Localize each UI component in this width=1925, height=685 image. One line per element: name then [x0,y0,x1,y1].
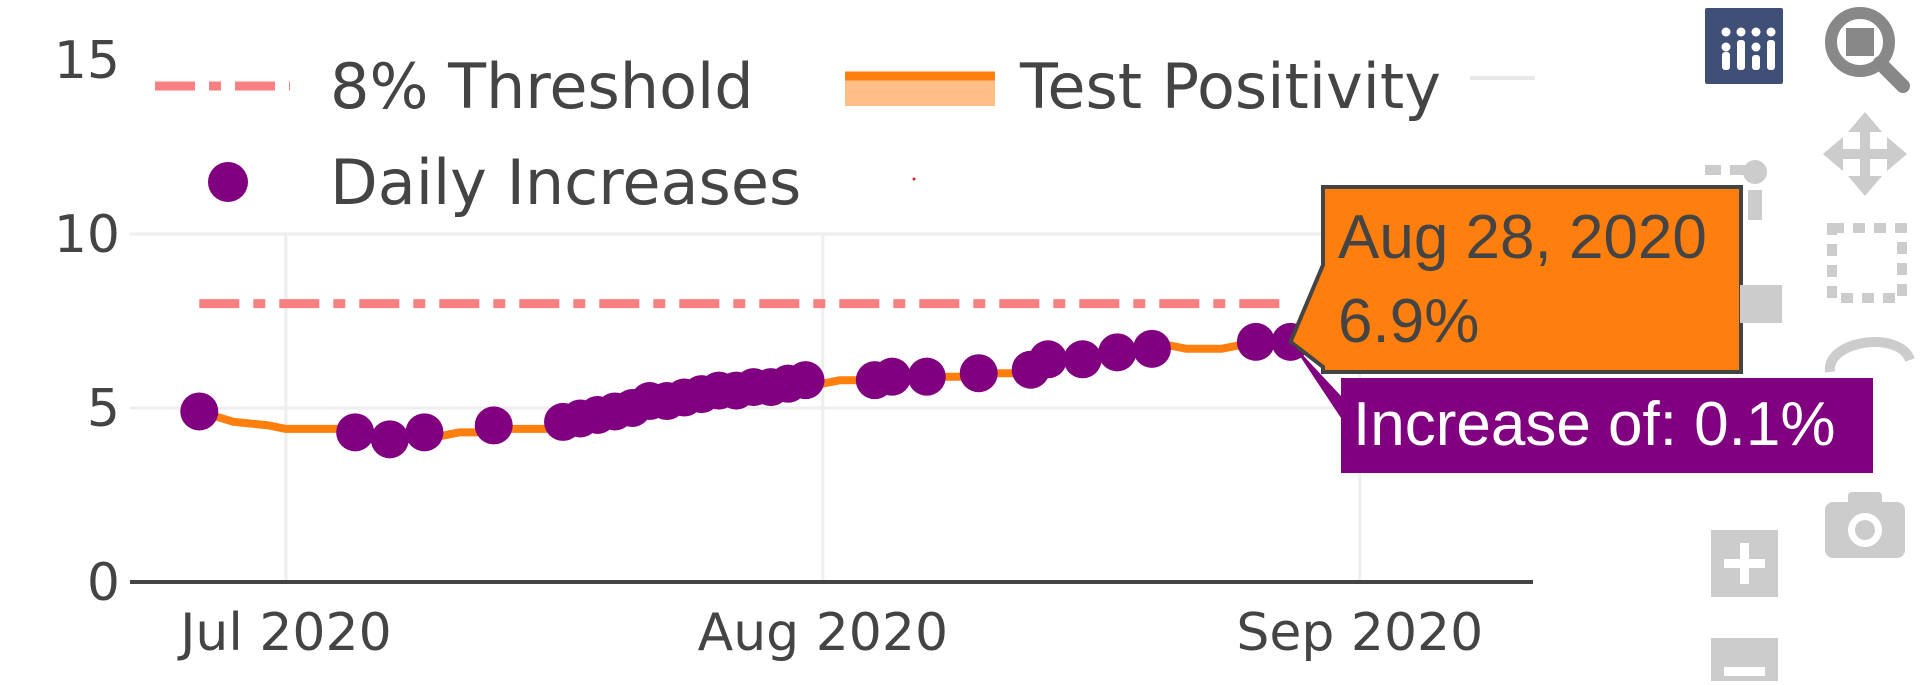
plus-icon[interactable] [1711,530,1778,597]
y-tick-label: 15 [54,31,120,91]
data-point-daily-increase[interactable] [405,413,444,452]
data-point-daily-increase[interactable] [370,420,409,459]
modebar [1705,7,1915,685]
plotly-logo-icon[interactable] [1705,8,1783,84]
tooltip-value: 6.9% [1338,287,1479,356]
camera-icon[interactable] [1825,492,1905,558]
lasso-icon[interactable] [1825,337,1915,373]
x-tick-label: Jul 2020 [177,603,392,663]
box-select-icon[interactable] [1827,223,1907,303]
legend-item-test-positivity[interactable]: Test Positivity [845,50,1441,123]
legend-dot-marker [912,177,916,181]
legend-label-threshold: 8% Threshold [330,50,754,123]
x-tick-label: Sep 2020 [1236,603,1483,663]
minus-icon[interactable] [1711,638,1778,685]
magnifier-icon[interactable] [1825,7,1910,93]
y-tick-label: 10 [54,205,120,265]
legend-label-daily-increases: Daily Increases [330,146,801,219]
legend-swatch-daily-increases [208,162,248,202]
data-point-daily-increase[interactable] [180,392,219,431]
data-point-daily-increase[interactable] [959,354,998,393]
toggle-spike-lines-icon[interactable] [1740,285,1782,323]
hover-tooltip: Aug 28, 2020 6.9% Increase of: 0.1% [1288,185,1873,473]
legend: 8% Threshold Test Positivity Daily Incre… [155,50,1535,219]
points-layer[interactable] [180,322,1310,459]
y-tick-label: 0 [87,553,120,613]
data-point-daily-increase[interactable] [1236,322,1275,361]
data-point-daily-increase[interactable] [873,357,912,396]
tooltip-increase: Increase of: 0.1% [1353,390,1836,459]
data-point-daily-increase[interactable] [336,413,375,452]
data-point-daily-increase[interactable] [786,361,825,400]
tooltip-date-box [1288,185,1743,374]
data-point-daily-increase[interactable] [1063,340,1102,379]
pan-arrows-icon[interactable] [1823,112,1907,196]
legend-item-daily-increases[interactable]: Daily Increases [208,146,801,219]
data-point-daily-increase[interactable] [1098,333,1137,372]
data-point-daily-increase[interactable] [907,357,946,396]
data-point-daily-increase[interactable] [474,406,513,445]
legend-swatch-band [845,76,995,106]
y-tick-label: 5 [87,379,120,439]
data-point-daily-increase[interactable] [1029,340,1068,379]
axis-layer: 0 5 10 15 Jul 2020 Aug 2020 Sep 2020 [54,31,1533,663]
legend-label-test-positivity: Test Positivity [1019,50,1441,123]
x-tick-label: Aug 2020 [698,603,948,663]
autoscale-icon[interactable] [1705,160,1767,220]
data-point-daily-increase[interactable] [1132,329,1171,368]
legend-item-threshold[interactable]: 8% Threshold [155,50,754,123]
tooltip-date: Aug 28, 2020 [1338,203,1707,272]
tooltip-increase-box [1290,341,1873,473]
